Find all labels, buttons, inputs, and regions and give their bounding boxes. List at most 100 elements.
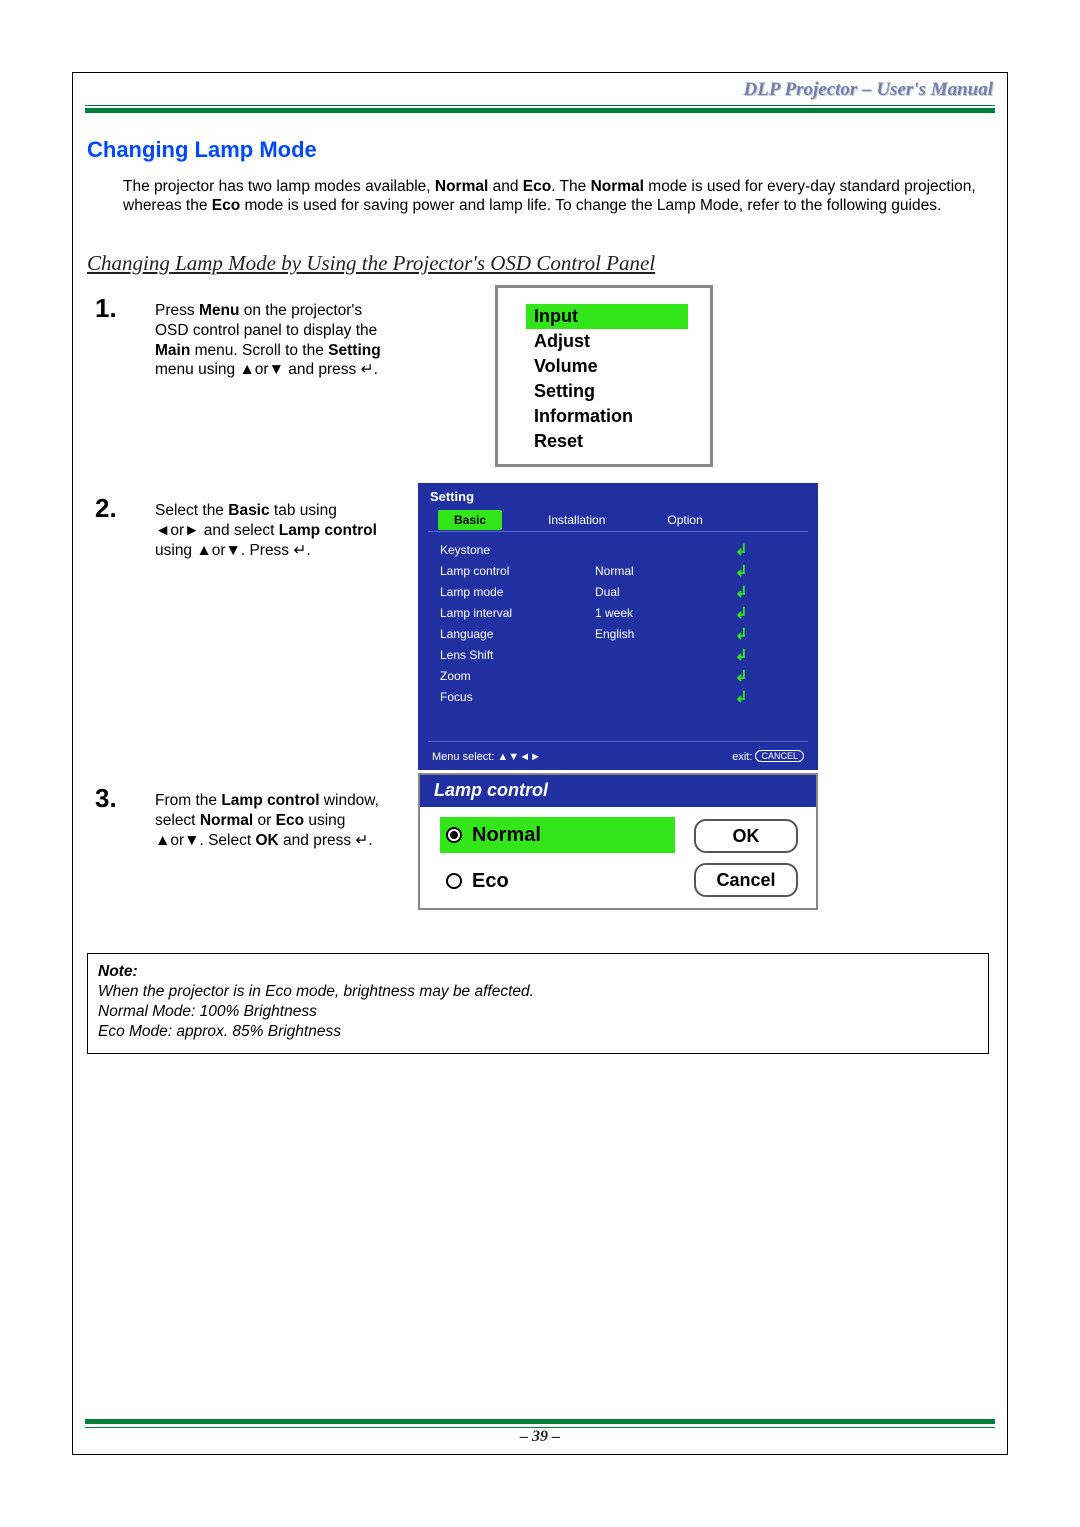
setting-value: Dual bbox=[595, 585, 735, 599]
text: Press bbox=[155, 302, 199, 319]
text: or bbox=[253, 812, 275, 829]
setting-row[interactable]: Lamp modeDual↲ bbox=[440, 581, 804, 602]
text: menu using ▲or▼ and press ↵. bbox=[155, 361, 378, 378]
bold: Normal bbox=[200, 812, 253, 829]
main-menu-item[interactable]: Information bbox=[526, 404, 688, 429]
setting-tab[interactable]: Basic bbox=[438, 510, 502, 530]
menu-rows: Keystone↲Lamp controlNormal↲Lamp modeDua… bbox=[440, 539, 804, 707]
page-number: – 39 – bbox=[73, 1428, 1007, 1446]
cancel-pill: CANCEL bbox=[755, 750, 804, 762]
bold: Basic bbox=[228, 502, 269, 519]
setting-label: Focus bbox=[440, 690, 595, 704]
setting-row[interactable]: Lamp interval1 week↲ bbox=[440, 602, 804, 623]
note-line: When the projector is in Eco mode, brigh… bbox=[98, 983, 534, 1000]
bold: OK bbox=[255, 832, 278, 849]
main-menu-item[interactable]: Reset bbox=[526, 429, 688, 454]
setting-label: Zoom bbox=[440, 669, 595, 683]
setting-label: Language bbox=[440, 627, 595, 641]
footer-rule-thick bbox=[85, 1419, 995, 1424]
text: menu. Scroll to the bbox=[190, 342, 328, 359]
setting-label: Lamp interval bbox=[440, 606, 595, 620]
text: and bbox=[488, 178, 522, 195]
setting-menu-screenshot: Setting Basic Installation Option Keystone… bbox=[418, 483, 818, 770]
main-menu-item[interactable]: Input bbox=[526, 304, 688, 329]
bold: Setting bbox=[328, 342, 381, 359]
bold: Eco bbox=[523, 178, 551, 195]
bold: Normal bbox=[435, 178, 488, 195]
setting-row[interactable]: LanguageEnglish↲ bbox=[440, 623, 804, 644]
tab-underline bbox=[428, 531, 808, 532]
step-number: 2. bbox=[95, 493, 117, 524]
setting-tab[interactable]: Option bbox=[651, 510, 718, 530]
header-title: DLP Projector – User's Manual bbox=[744, 79, 993, 101]
text: The projector has two lamp modes availab… bbox=[123, 178, 435, 195]
radio-option-eco[interactable]: Eco bbox=[440, 863, 675, 899]
setting-row[interactable]: Focus ↲ bbox=[440, 686, 804, 707]
enter-icon: ↲ bbox=[735, 646, 748, 664]
step-number: 1. bbox=[95, 293, 117, 324]
main-menu-screenshot: InputAdjustVolumeSettingInformationReset bbox=[495, 285, 713, 467]
setting-value: English bbox=[595, 627, 735, 641]
bold: Eco bbox=[276, 812, 304, 829]
setting-label: Lamp control bbox=[440, 564, 595, 578]
radio-icon bbox=[446, 873, 462, 889]
note-heading: Note: bbox=[98, 963, 138, 980]
setting-tab[interactable]: Installation bbox=[532, 510, 621, 530]
dialog-title: Lamp control bbox=[420, 775, 816, 807]
enter-icon: ↲ bbox=[735, 541, 748, 559]
enter-icon: ↲ bbox=[735, 604, 748, 622]
main-menu-item[interactable]: Adjust bbox=[526, 329, 688, 354]
radio-icon bbox=[446, 827, 462, 843]
text: using ▲or▼. Press ↵. bbox=[155, 542, 311, 559]
intro-paragraph: The projector has two lamp modes availab… bbox=[123, 177, 989, 216]
enter-icon: ↲ bbox=[735, 562, 748, 580]
bold: Normal bbox=[591, 178, 644, 195]
setting-value: Normal bbox=[595, 564, 735, 578]
main-menu-item[interactable]: Volume bbox=[526, 354, 688, 379]
setting-row[interactable]: Lamp controlNormal↲ bbox=[440, 560, 804, 581]
step-text: From the Lamp control window, select Nor… bbox=[155, 791, 385, 850]
setting-value: 1 week bbox=[595, 606, 735, 620]
setting-row[interactable]: Keystone ↲ bbox=[440, 539, 804, 560]
enter-icon: ↲ bbox=[735, 688, 748, 706]
ok-button[interactable]: OK bbox=[694, 819, 798, 853]
bold: Main bbox=[155, 342, 190, 359]
lamp-control-dialog: Lamp control Normal Eco OK Cancel bbox=[418, 773, 818, 910]
setting-row[interactable]: Zoom↲ bbox=[440, 665, 804, 686]
note-box: Note: When the projector is in Eco mode,… bbox=[87, 953, 989, 1054]
option-label: Normal bbox=[472, 824, 541, 847]
radio-option-normal[interactable]: Normal bbox=[440, 817, 675, 853]
setting-row[interactable]: Lens Shift ↲ bbox=[440, 644, 804, 665]
text: . The bbox=[551, 178, 590, 195]
menu-footer-left: Menu select: ▲▼◄► bbox=[432, 751, 541, 763]
menu-title: Setting bbox=[430, 489, 474, 504]
setting-label: Keystone bbox=[440, 543, 595, 557]
main-menu-item[interactable]: Setting bbox=[526, 379, 688, 404]
note-text: Note: When the projector is in Eco mode,… bbox=[88, 954, 988, 1053]
step-number: 3. bbox=[95, 783, 117, 814]
enter-icon: ↲ bbox=[735, 625, 748, 643]
step-text: Press Menu on the projector's OSD contro… bbox=[155, 301, 385, 380]
setting-label: Lamp mode bbox=[440, 585, 595, 599]
step-text: Select the Basic tab using ◄or► and sele… bbox=[155, 501, 385, 560]
cancel-button[interactable]: Cancel bbox=[694, 863, 798, 897]
bold: Eco bbox=[212, 197, 240, 214]
text: mode is used for saving power and lamp l… bbox=[240, 197, 941, 214]
bold: Lamp control bbox=[221, 792, 319, 809]
section-heading: Changing Lamp Mode bbox=[87, 137, 317, 163]
text: and press ↵. bbox=[279, 832, 373, 849]
bold: Menu bbox=[199, 302, 239, 319]
dialog-body: Normal Eco OK Cancel bbox=[420, 807, 816, 907]
menu-tabs: Basic Installation Option bbox=[438, 509, 808, 531]
bold: Lamp control bbox=[279, 522, 377, 539]
setting-label: Lens Shift bbox=[440, 648, 595, 662]
sub-heading: Changing Lamp Mode by Using the Projecto… bbox=[87, 251, 655, 276]
enter-icon: ↲ bbox=[735, 583, 748, 601]
text: From the bbox=[155, 792, 221, 809]
option-label: Eco bbox=[472, 870, 509, 893]
menu-footer-right: exit: CANCEL bbox=[732, 750, 804, 763]
header-rule bbox=[85, 105, 995, 106]
exit-label: exit: bbox=[732, 751, 752, 763]
note-line: Normal Mode: 100% Brightness bbox=[98, 1003, 317, 1020]
menu-divider bbox=[428, 741, 808, 742]
